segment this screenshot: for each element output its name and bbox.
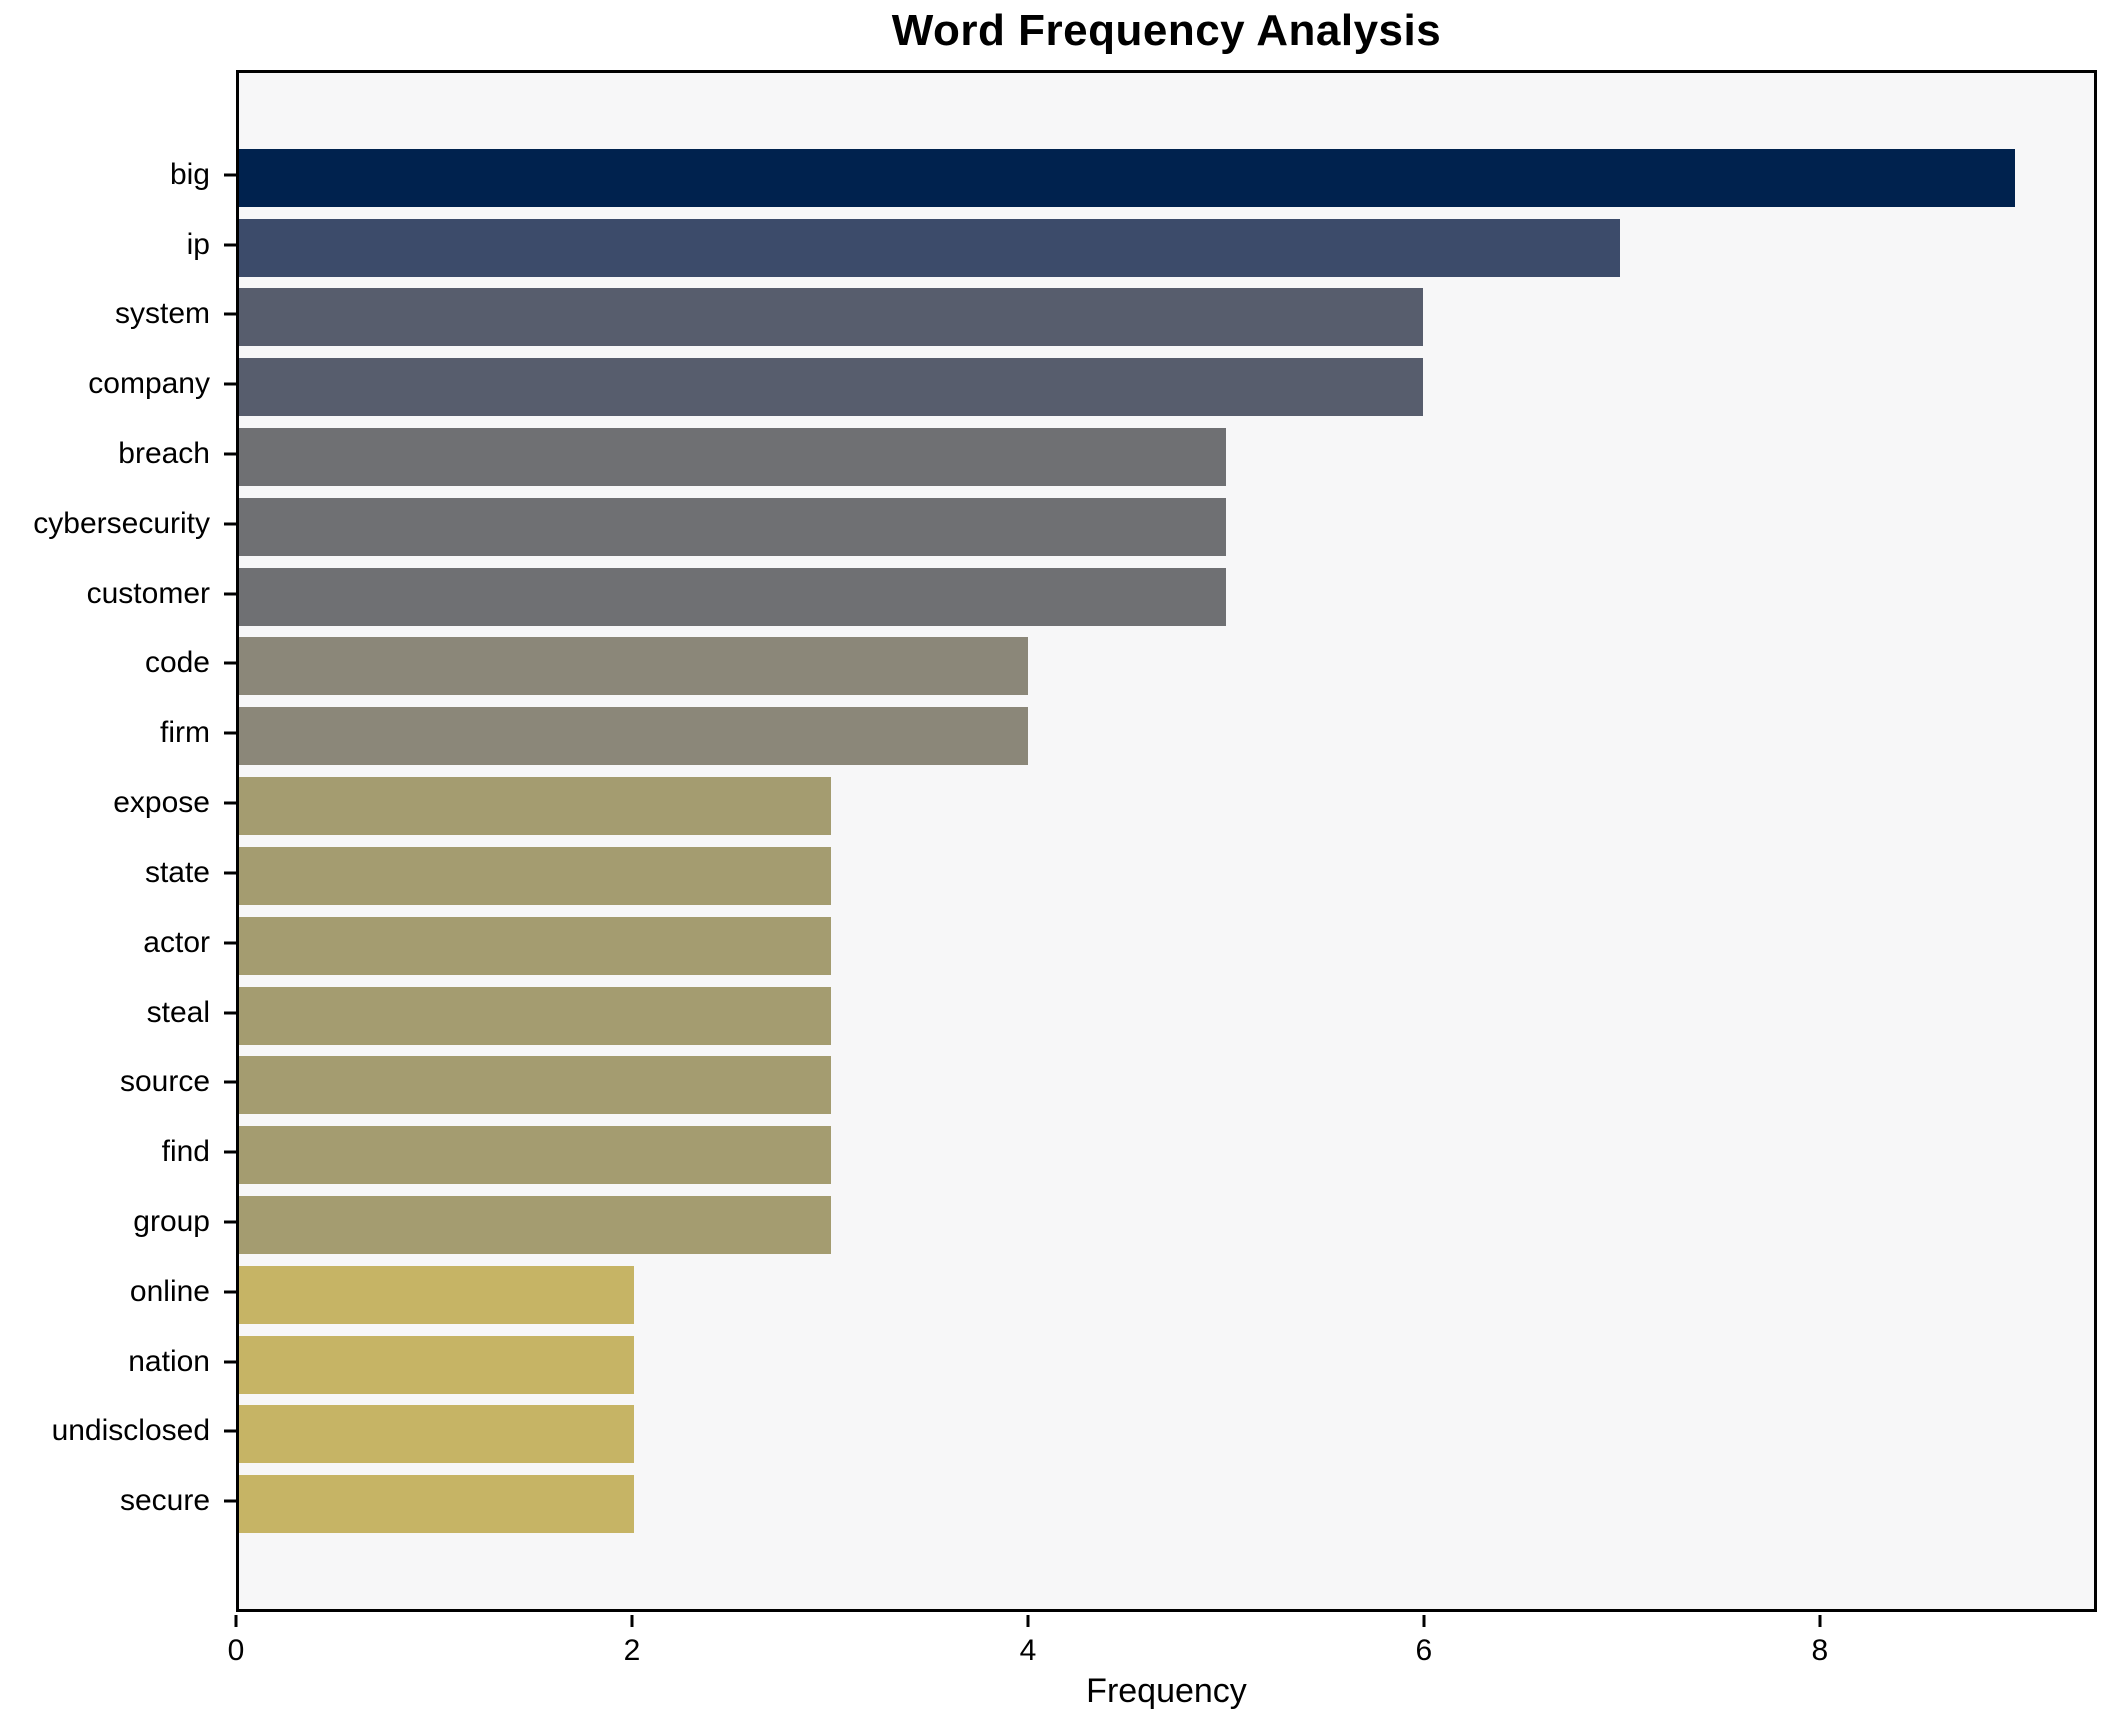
- x-axis-label: Frequency: [1086, 1672, 1247, 1710]
- y-tick: [224, 1499, 236, 1503]
- y-label-expose: expose: [113, 786, 210, 820]
- x-tick: [1422, 1615, 1426, 1627]
- chart-title: Word Frequency Analysis: [891, 6, 1442, 55]
- bar-undisclosed: [239, 1405, 634, 1463]
- x-tick-label-8: 8: [1811, 1634, 1829, 1667]
- x-axis-ticks: 0 2 4 6 8: [228, 1612, 2097, 1712]
- y-tick: [224, 522, 236, 526]
- x-tick: [1818, 1615, 1822, 1627]
- y-tick: [224, 1290, 236, 1294]
- y-tick: [224, 1360, 236, 1364]
- bar-company: [239, 358, 1424, 416]
- x-tick: [630, 1615, 634, 1627]
- x-tick-label-2: 2: [623, 1634, 641, 1667]
- bar-cybersecurity: [239, 498, 1226, 556]
- bar-nation: [239, 1336, 634, 1394]
- y-axis-labels: big ip system company breach cybersecurity cus…: [0, 70, 236, 1612]
- y-tick: [224, 1011, 236, 1015]
- y-tick: [224, 173, 236, 177]
- bar-breach: [239, 428, 1226, 486]
- y-tick: [224, 452, 236, 456]
- bar-find: [239, 1126, 832, 1184]
- y-label-online: online: [129, 1274, 210, 1308]
- bar-secure: [239, 1475, 634, 1533]
- y-tick: [224, 1220, 236, 1224]
- bar-system: [239, 288, 1424, 346]
- bar-big: [239, 149, 2016, 207]
- y-tick: [224, 661, 236, 665]
- y-label-big: big: [169, 157, 210, 191]
- y-tick: [224, 1080, 236, 1084]
- y-label-cybersecurity: cybersecurity: [33, 506, 210, 540]
- y-label-undisclosed: undisclosed: [51, 1414, 210, 1448]
- y-label-nation: nation: [128, 1344, 210, 1378]
- y-label-breach: breach: [118, 437, 210, 470]
- y-tick: [224, 1429, 236, 1433]
- y-label-group: group: [133, 1205, 210, 1238]
- bar-expose: [239, 777, 832, 835]
- y-label-actor: actor: [143, 925, 210, 959]
- bar-online: [239, 1266, 634, 1324]
- y-label-code: code: [144, 646, 210, 680]
- x-tick-label-6: 6: [1415, 1634, 1433, 1667]
- bar-actor: [239, 917, 832, 975]
- bar-state: [239, 847, 832, 905]
- bar-ip: [239, 219, 1621, 277]
- y-label-secure: secure: [119, 1484, 210, 1518]
- x-tick: [234, 1615, 238, 1627]
- y-label-system: system: [114, 297, 210, 331]
- plot-area: [236, 70, 2097, 1612]
- y-tick: [224, 243, 236, 247]
- x-tick-label-0: 0: [227, 1634, 245, 1667]
- y-label-ip: ip: [186, 227, 210, 261]
- bar-firm: [239, 707, 1029, 765]
- y-tick: [224, 592, 236, 596]
- x-tick: [1026, 1615, 1030, 1627]
- y-tick: [224, 382, 236, 386]
- bar-source: [239, 1056, 832, 1114]
- x-tick-label-4: 4: [1019, 1634, 1037, 1667]
- bar-group: [239, 1196, 832, 1254]
- bar-customer: [239, 568, 1226, 626]
- y-tick: [224, 731, 236, 735]
- y-label-state: state: [144, 855, 210, 889]
- y-tick: [224, 871, 236, 875]
- y-label-find: find: [161, 1135, 210, 1169]
- y-label-steal: steal: [146, 995, 210, 1029]
- bar-steal: [239, 987, 832, 1045]
- y-tick: [224, 801, 236, 805]
- y-tick: [224, 941, 236, 945]
- y-tick: [224, 312, 236, 316]
- y-tick: [224, 1150, 236, 1154]
- y-label-customer: customer: [86, 576, 210, 610]
- y-label-source: source: [119, 1065, 210, 1099]
- y-label-company: company: [88, 367, 210, 401]
- bar-code: [239, 637, 1029, 695]
- y-label-firm: firm: [160, 716, 210, 750]
